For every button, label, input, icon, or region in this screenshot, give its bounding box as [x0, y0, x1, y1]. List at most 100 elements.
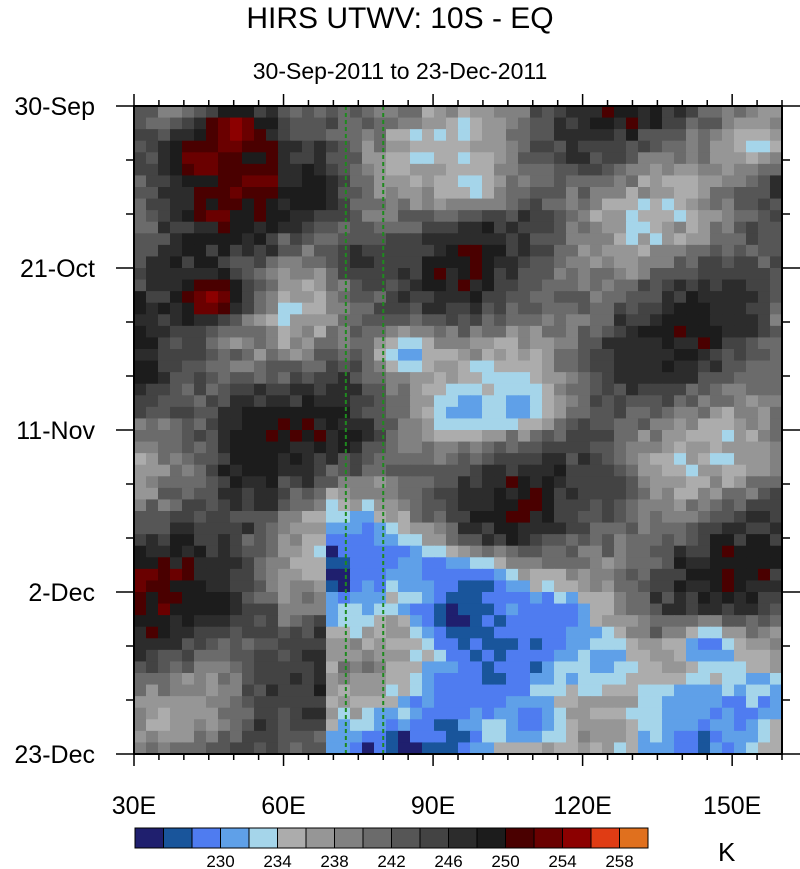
heat-cell: [230, 568, 243, 582]
heat-cell: [482, 221, 495, 234]
heat-cell: [734, 615, 747, 628]
heat-cell: [254, 441, 267, 454]
heat-cell: [374, 198, 387, 211]
heat-cell: [434, 106, 447, 119]
heat-cell: [350, 684, 363, 697]
heat-cell: [674, 511, 687, 524]
heat-cell: [698, 522, 711, 535]
heat-cell: [734, 337, 747, 350]
heat-cell: [530, 649, 543, 663]
heat-cell: [410, 453, 423, 466]
heat-cell: [602, 742, 615, 754]
heat-cell: [698, 487, 711, 501]
heat-cell: [290, 187, 303, 200]
heat-cell: [302, 233, 315, 246]
heat-cell: [278, 430, 291, 443]
colorbar-swatch: [476, 827, 506, 849]
heat-cell: [410, 383, 423, 396]
heat-cell: [602, 152, 615, 165]
heat-cell: [266, 696, 279, 709]
heat-cell: [770, 395, 782, 408]
heat-cell: [662, 337, 675, 350]
heat-cell: [218, 511, 231, 524]
heat-cell: [482, 268, 495, 281]
heat-cell: [386, 383, 399, 396]
heat-cell: [758, 742, 771, 754]
heat-cell: [206, 684, 219, 697]
heat-cell: [506, 476, 519, 489]
heat-cell: [518, 615, 531, 628]
heat-cell: [638, 430, 651, 443]
heat-cell: [590, 476, 603, 489]
heat-cell: [218, 360, 231, 373]
heat-cell: [542, 163, 555, 177]
heat-cell: [674, 592, 687, 605]
heat-cell: [410, 464, 423, 477]
heat-cell: [362, 638, 375, 651]
heat-cell: [530, 152, 543, 165]
heat-cell: [506, 406, 519, 420]
heat-cell: [770, 117, 782, 130]
heat-cell: [410, 140, 423, 153]
heat-cell: [710, 511, 723, 524]
heat-cell: [530, 129, 543, 142]
chart-title: HIRS UTWV: 10S - EQ: [246, 2, 554, 35]
heat-cell: [326, 603, 339, 616]
heat-cell: [206, 476, 219, 489]
heat-cell: [194, 221, 207, 234]
heat-cell: [374, 476, 387, 489]
heat-cell: [734, 464, 747, 477]
heat-cell: [254, 106, 267, 119]
heat-cell: [650, 545, 663, 558]
heat-cell: [470, 441, 483, 454]
heat-cell: [698, 302, 711, 315]
heat-cell: [686, 106, 699, 119]
chart-subtitle: 30-Sep-2011 to 23-Dec-2011: [252, 58, 548, 84]
heat-cell: [134, 580, 147, 593]
heat-cell: [494, 325, 507, 339]
heat-cell: [758, 325, 771, 339]
heat-cell: [722, 418, 735, 431]
heat-cell: [758, 163, 771, 177]
heat-cell: [266, 187, 279, 200]
heat-cell: [734, 673, 747, 686]
heat-cell: [242, 302, 255, 315]
heat-cell: [494, 464, 507, 477]
heat-cell: [206, 487, 219, 501]
heat-cell: [242, 430, 255, 443]
heat-cell: [518, 476, 531, 489]
heat-cell: [602, 707, 615, 720]
heat-cell: [338, 592, 351, 605]
heat-cell: [182, 464, 195, 477]
heat-cell: [134, 568, 147, 582]
heat-cell: [218, 325, 231, 339]
heat-cell: [662, 291, 675, 304]
heat-cell: [614, 684, 627, 697]
heat-cell: [734, 707, 747, 720]
heat-cell: [590, 673, 603, 686]
heat-cell: [446, 441, 459, 454]
heat-cell: [626, 268, 639, 281]
heat-cell: [662, 684, 675, 697]
heat-cell: [758, 522, 771, 535]
heat-cell: [578, 175, 591, 188]
heat-cell: [422, 557, 435, 570]
heat-cell: [386, 603, 399, 616]
heat-cell: [230, 268, 243, 281]
heat-cell: [482, 661, 495, 674]
heat-cell: [758, 418, 771, 431]
heat-cell: [650, 418, 663, 431]
heat-cell: [446, 696, 459, 709]
heat-cell: [374, 221, 387, 234]
heat-cell: [494, 592, 507, 605]
heat-cell: [494, 430, 507, 443]
heat-cell: [638, 453, 651, 466]
heat-cell: [362, 545, 375, 558]
heat-cell: [722, 615, 735, 628]
heat-cell: [326, 673, 339, 686]
heat-cell: [230, 175, 243, 188]
heat-cell: [230, 580, 243, 593]
heat-cell: [626, 152, 639, 165]
heat-cell: [590, 140, 603, 153]
heat-cell: [134, 337, 147, 350]
